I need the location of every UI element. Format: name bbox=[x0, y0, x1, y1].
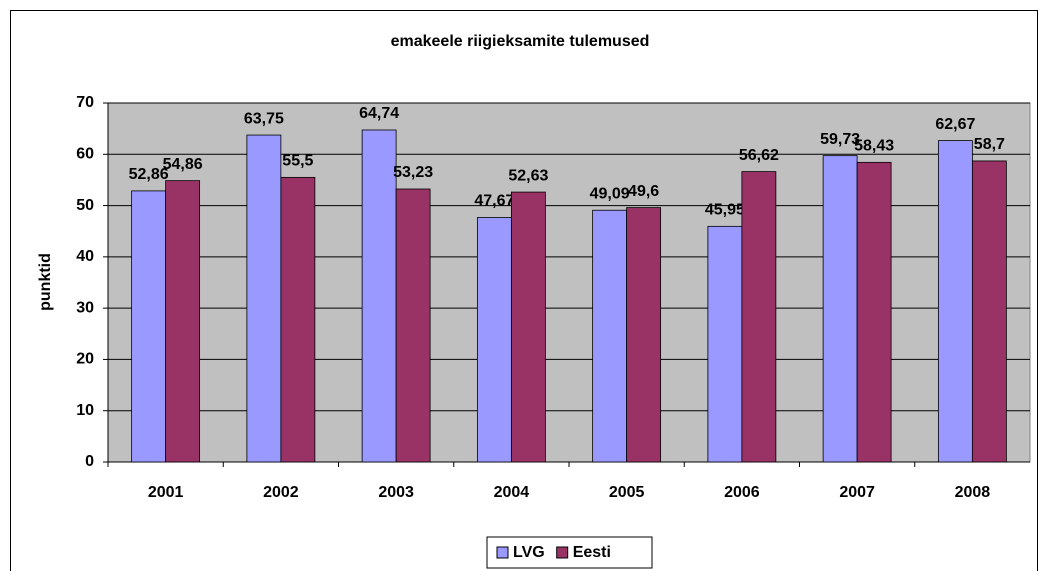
bar bbox=[822, 155, 858, 463]
x-tick-label: 2007 bbox=[839, 484, 875, 501]
y-tick-label: 70 bbox=[76, 94, 94, 111]
x-tick-label: 2003 bbox=[378, 484, 414, 501]
chart-title: emakeele riigieksamite tulemused bbox=[391, 33, 650, 50]
data-label: 52,63 bbox=[508, 167, 548, 184]
bar bbox=[707, 225, 743, 463]
data-label: 53,23 bbox=[393, 164, 433, 181]
x-tick-label: 2004 bbox=[494, 484, 530, 501]
legend-box bbox=[486, 536, 653, 569]
bar bbox=[592, 209, 628, 463]
data-label: 62,67 bbox=[935, 116, 975, 133]
x-tick-label: 2002 bbox=[263, 484, 299, 501]
data-label: 64,74 bbox=[359, 105, 399, 122]
y-axis-title: punktid bbox=[37, 253, 54, 311]
y-tick-label: 30 bbox=[76, 299, 94, 316]
bar bbox=[165, 180, 201, 463]
legend-swatch bbox=[496, 546, 509, 559]
y-tick-label: 60 bbox=[76, 146, 94, 163]
data-label: 58,43 bbox=[854, 138, 894, 155]
data-label: 52,86 bbox=[129, 166, 169, 183]
bar bbox=[856, 161, 892, 463]
data-label: 49,6 bbox=[628, 183, 659, 200]
bar bbox=[626, 207, 662, 463]
data-label: 58,7 bbox=[974, 136, 1005, 153]
bar bbox=[395, 188, 431, 463]
y-tick-label: 50 bbox=[76, 197, 94, 214]
data-label: 54,86 bbox=[163, 156, 203, 173]
legend-swatch bbox=[556, 546, 569, 559]
x-tick-label: 2005 bbox=[609, 484, 645, 501]
bar bbox=[937, 140, 973, 463]
x-tick-label: 2008 bbox=[955, 484, 991, 501]
data-label: 59,73 bbox=[820, 131, 860, 148]
data-label: 45,95 bbox=[705, 202, 745, 219]
data-label: 55,5 bbox=[282, 153, 313, 170]
bar bbox=[971, 160, 1007, 463]
bar bbox=[280, 176, 316, 463]
y-tick-label: 10 bbox=[76, 402, 94, 419]
bar bbox=[246, 134, 282, 463]
data-label: 47,67 bbox=[474, 193, 514, 210]
data-label: 49,09 bbox=[590, 185, 630, 202]
data-label: 56,62 bbox=[739, 147, 779, 164]
y-tick-label: 40 bbox=[76, 248, 94, 265]
legend-label: Eesti bbox=[573, 544, 611, 561]
bar bbox=[361, 129, 397, 463]
y-tick-label: 0 bbox=[85, 453, 94, 470]
x-tick-label: 2006 bbox=[724, 484, 760, 501]
bar bbox=[476, 217, 512, 463]
plot-area bbox=[107, 102, 1031, 463]
bar bbox=[741, 171, 777, 463]
legend-label: LVG bbox=[513, 544, 545, 561]
bar bbox=[510, 191, 546, 463]
x-tick-label: 2001 bbox=[148, 484, 184, 501]
bar bbox=[131, 190, 167, 463]
y-tick-label: 20 bbox=[76, 351, 94, 368]
data-label: 63,75 bbox=[244, 110, 284, 127]
